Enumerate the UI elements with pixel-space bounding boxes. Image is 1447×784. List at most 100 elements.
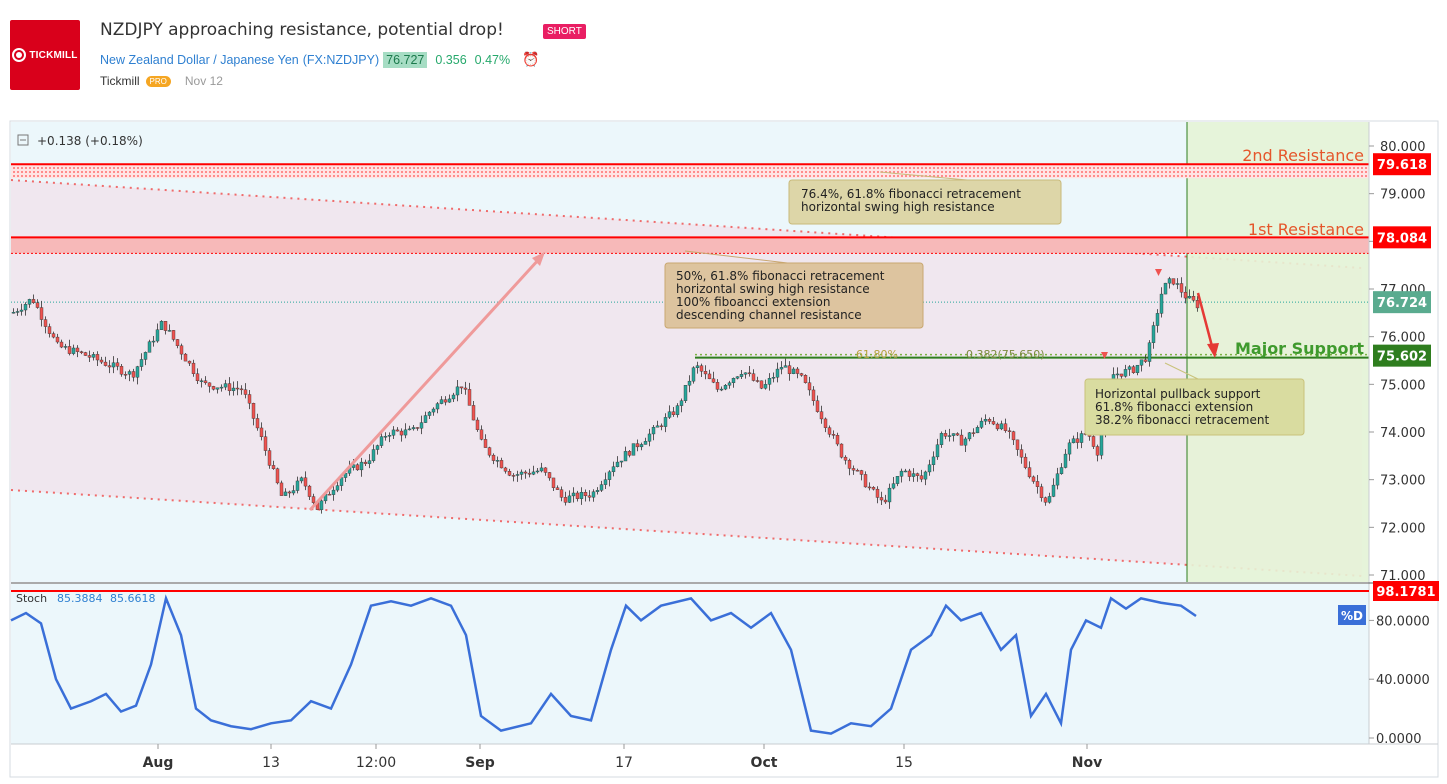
candle-body bbox=[1043, 497, 1048, 503]
candle-body bbox=[143, 352, 148, 360]
candle-body bbox=[283, 491, 288, 496]
candle-body bbox=[319, 500, 324, 510]
candle-body bbox=[147, 341, 152, 353]
candle-body bbox=[551, 477, 556, 488]
candle-body bbox=[847, 460, 852, 469]
candle-body bbox=[999, 423, 1004, 430]
publish-date: Nov 12 bbox=[184, 74, 223, 88]
candle-body bbox=[811, 389, 816, 401]
candle-body bbox=[231, 387, 236, 392]
candle-body bbox=[487, 447, 492, 456]
candle-body bbox=[375, 445, 380, 450]
candle-body bbox=[643, 441, 648, 445]
candle-body bbox=[915, 473, 920, 476]
second-resistance-label: 2nd Resistance bbox=[1242, 146, 1364, 165]
candle-body bbox=[743, 372, 748, 375]
candle-body bbox=[843, 456, 848, 461]
candle-body bbox=[387, 435, 392, 437]
candle-body bbox=[411, 427, 416, 430]
candle-body bbox=[99, 359, 104, 363]
candle-body bbox=[683, 385, 688, 401]
time-axis[interactable]: Aug 13 12:00 Sep 17 Oct 15 Nov bbox=[143, 744, 1103, 771]
annotation-top[interactable]: 76.4%, 61.8% fibonacci retracement horiz… bbox=[788, 171, 1062, 225]
candle-body bbox=[923, 471, 928, 480]
tickmill-logo[interactable]: TICKMILL bbox=[10, 20, 80, 90]
candle-body bbox=[955, 433, 960, 436]
price-tick-label: 71.000 bbox=[1380, 569, 1426, 584]
author-link[interactable]: Tickmill bbox=[100, 74, 140, 88]
candle-body bbox=[659, 425, 664, 428]
candle-body bbox=[247, 394, 252, 404]
candle-body bbox=[735, 376, 740, 379]
candle-body bbox=[255, 418, 260, 429]
candle-body bbox=[927, 464, 932, 473]
time-tick-label: 15 bbox=[895, 755, 913, 771]
candle-body bbox=[303, 477, 308, 487]
candle-body bbox=[815, 400, 820, 412]
pair-name-link[interactable]: New Zealand Dollar / Japanese Yen bbox=[100, 52, 299, 67]
price-tick-label: 80.000 bbox=[1380, 140, 1426, 155]
candle-body bbox=[203, 380, 208, 384]
candle-body bbox=[931, 456, 936, 465]
stoch-axis[interactable]: 80.0000 40.0000 0.0000 bbox=[1369, 614, 1430, 747]
candle-body bbox=[563, 497, 568, 503]
annotation-top-line-2: horizontal swing high resistance bbox=[801, 200, 995, 214]
candle-body bbox=[131, 371, 136, 378]
header: TICKMILL NZDJPY approaching resistance, … bbox=[0, 0, 1447, 118]
symbol-link[interactable]: (FX:NZDJPY) bbox=[302, 52, 380, 67]
second-resistance-tag: 79.618 bbox=[1373, 153, 1431, 176]
price-tick-label: 72.000 bbox=[1380, 521, 1426, 536]
add-alert-icon[interactable]: ⏰ bbox=[522, 51, 540, 67]
candle-body bbox=[495, 460, 500, 462]
candle-body bbox=[103, 361, 108, 366]
annotation-middle[interactable]: 50%, 61.8% fibonacci retracement horizon… bbox=[664, 250, 924, 329]
candle-body bbox=[627, 451, 632, 456]
candle-body bbox=[879, 497, 884, 501]
candle-body bbox=[951, 433, 956, 436]
candle-body bbox=[199, 380, 204, 382]
candle-body bbox=[71, 347, 76, 354]
price-tick-label: 74.000 bbox=[1380, 426, 1426, 441]
candle-body bbox=[419, 422, 424, 429]
candle-body bbox=[1187, 296, 1192, 299]
stoch-d-value: 85.6618 bbox=[110, 592, 156, 605]
stoch-pane[interactable] bbox=[11, 584, 1369, 744]
candle-body bbox=[503, 467, 508, 472]
candle-body bbox=[823, 418, 828, 428]
candle-body bbox=[891, 483, 896, 489]
annotation-middle-line-3: 100% fiboancci extension bbox=[676, 295, 830, 309]
second-resistance-zone bbox=[11, 164, 1369, 179]
channel-support-line bbox=[10, 489, 1363, 577]
chart-area[interactable]: 76.4%, 61.8% fibonacci retracement horiz… bbox=[0, 118, 1447, 784]
candle-body bbox=[875, 488, 880, 498]
candle-body bbox=[275, 468, 280, 484]
symbol-line: New Zealand Dollar / Japanese Yen (FX:NZ… bbox=[100, 51, 540, 68]
candle-body bbox=[335, 485, 340, 491]
annotation-middle-line-1: 50%, 61.8% fibonacci retracement bbox=[676, 269, 885, 283]
candle-body bbox=[1095, 446, 1100, 456]
candle-body bbox=[695, 365, 700, 368]
candle-body bbox=[691, 367, 696, 382]
candle-body bbox=[135, 366, 140, 378]
candle-body bbox=[983, 419, 988, 422]
price-tick-label: 76.000 bbox=[1380, 331, 1426, 346]
annotation-support[interactable]: Horizontal pullback support 61.8% fibona… bbox=[1084, 362, 1305, 436]
candle-body bbox=[575, 492, 580, 499]
candle-body bbox=[919, 475, 924, 480]
collapse-icon[interactable] bbox=[17, 134, 29, 146]
candle-body bbox=[943, 433, 948, 437]
price-change: 0.356 bbox=[435, 52, 467, 67]
candle-body bbox=[523, 471, 528, 474]
price-axis[interactable]: 80.00079.00078.00077.00076.00075.00074.0… bbox=[1369, 140, 1426, 584]
candle-body bbox=[791, 368, 796, 374]
svg-text:98.1781: 98.1781 bbox=[1376, 585, 1435, 600]
pullback-marker bbox=[1101, 352, 1108, 359]
candle-body bbox=[679, 400, 684, 406]
candle-body bbox=[87, 355, 92, 358]
candle-body bbox=[355, 464, 360, 471]
short-badge: SHORT bbox=[543, 24, 586, 39]
time-tick-label: Sep bbox=[465, 755, 495, 771]
candle-body bbox=[1003, 423, 1008, 431]
candle-body bbox=[395, 429, 400, 432]
candle-body bbox=[895, 476, 900, 484]
